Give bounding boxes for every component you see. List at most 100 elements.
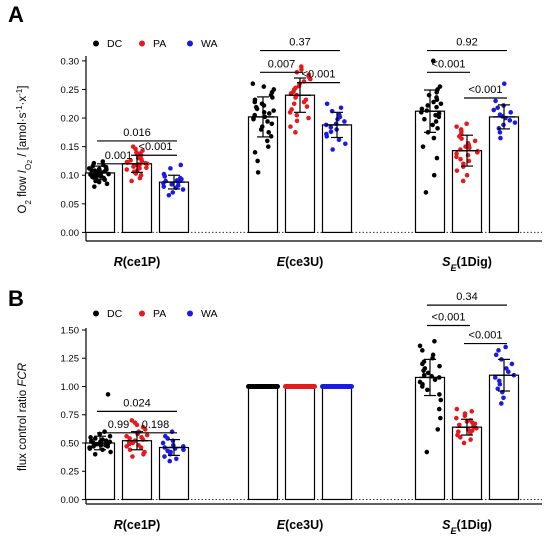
data-point-wa (342, 119, 347, 124)
data-point-dc (426, 92, 432, 98)
data-point-dc (437, 363, 442, 369)
bar-dc (414, 376, 446, 501)
data-point-pa (139, 435, 144, 440)
bar-pa (451, 150, 483, 234)
data-point-pa (304, 104, 310, 109)
category-label-name: S (442, 518, 451, 532)
data-point-dc (92, 451, 98, 457)
data-point-dc (430, 58, 436, 64)
data-point-pa (131, 164, 136, 169)
data-point-wa (328, 129, 334, 135)
category-label: SE(1Dig) (442, 255, 492, 273)
data-point-dc (434, 95, 439, 100)
legend-marker (139, 310, 145, 317)
bar-wa (321, 385, 353, 501)
data-point-pa (303, 97, 309, 103)
category-label: E(ce3U) (277, 518, 324, 532)
y-axis-label-part: -1 (15, 105, 24, 113)
data-point-wa (166, 192, 172, 198)
data-point-pa (462, 411, 468, 416)
data-point-pa (144, 432, 150, 438)
data-point-wa (496, 378, 502, 384)
data-point-pa (127, 447, 133, 453)
data-point-dc (91, 160, 97, 166)
y-tick-label: 0.25 (61, 85, 80, 96)
category-label-name: E (277, 518, 286, 532)
data-point-wa (501, 81, 507, 87)
category-label-name: E (277, 255, 286, 269)
data-point-pa (129, 178, 134, 184)
data-point-dc (266, 111, 272, 116)
panel-letter: B (8, 286, 24, 311)
data-point-dc (435, 427, 441, 432)
data-point-wa (336, 137, 342, 143)
y-axis-label: O2 flow IO2 / [amol·s-1·x-1] (15, 86, 35, 214)
category-label-suffix: (ce3U) (285, 518, 323, 532)
significance-label: <0.001 (432, 311, 466, 323)
data-point-pa (293, 130, 298, 135)
data-point-dc (269, 121, 275, 127)
y-tick-label: 0.20 (61, 114, 80, 125)
data-point-dc (250, 81, 256, 87)
data-point-dc (103, 438, 109, 444)
data-point-dc (88, 435, 93, 440)
y-tick-label: 0.75 (61, 410, 80, 421)
data-point-dc (419, 106, 425, 112)
data-point-wa (495, 386, 501, 392)
data-point-pa (288, 124, 293, 129)
panel-b: B 0.00 0.25 0.50 0.75 1.00 1.25 1.50 flux contro… (8, 286, 542, 536)
data-point-pa (306, 115, 311, 121)
data-point-dc (259, 124, 265, 129)
data-point-pa (468, 437, 473, 442)
data-point-wa (501, 395, 506, 401)
data-point-pa (470, 428, 475, 433)
y-axis-label-part: flux control ratio (17, 387, 29, 471)
data-point-dc (421, 372, 427, 378)
data-point-wa (503, 344, 508, 350)
data-point-wa (498, 135, 503, 141)
data-point-wa (499, 401, 504, 406)
category-label-suffix: (1Dig) (456, 255, 491, 269)
data-point-wa (507, 118, 513, 123)
data-point-dc (265, 119, 270, 124)
data-point-pa (461, 161, 466, 167)
y-tick-label: 0.15 (61, 142, 80, 153)
data-point-dc (105, 392, 111, 397)
data-point-dc (435, 126, 440, 131)
data-point-dc (438, 415, 443, 421)
significance-label: 0.34 (456, 291, 477, 303)
data-point-dc (271, 108, 276, 113)
data-point-dc (96, 166, 102, 172)
category-label: R(ce1P) (114, 518, 161, 532)
data-point-wa (336, 112, 342, 117)
data-point-dc (264, 138, 270, 144)
y-tick-label: 1.00 (61, 382, 80, 393)
significance-label: <0.001 (302, 69, 336, 81)
data-point-pa (456, 429, 461, 434)
category-label-subscript: E (450, 526, 457, 536)
bar-pa (284, 94, 316, 234)
bar-pa (451, 426, 483, 501)
data-point-dc (421, 359, 427, 364)
data-point-pa (294, 118, 300, 124)
data-point-dc (420, 348, 425, 353)
data-point-dc (436, 111, 442, 116)
data-point-dc (425, 387, 430, 393)
significance-label: <0.001 (432, 58, 466, 70)
data-point-pa (124, 167, 130, 172)
significance-label: <0.001 (139, 141, 173, 153)
data-point-pa (299, 64, 304, 69)
y-axis-label: flux control ratio FCR (17, 363, 29, 471)
data-point-pa (454, 168, 460, 173)
legend-marker (187, 310, 193, 317)
legend-label: PA (153, 38, 166, 50)
data-point-pa (144, 165, 149, 171)
data-point-dc (436, 406, 442, 412)
data-point-dc (422, 116, 427, 122)
significance-label: 0.92 (456, 37, 477, 49)
bar-dc (247, 385, 279, 501)
data-point-dc (266, 130, 271, 135)
data-point-dc (100, 437, 105, 442)
data-point-wa (509, 361, 515, 367)
significance-label: 0.016 (123, 127, 151, 139)
